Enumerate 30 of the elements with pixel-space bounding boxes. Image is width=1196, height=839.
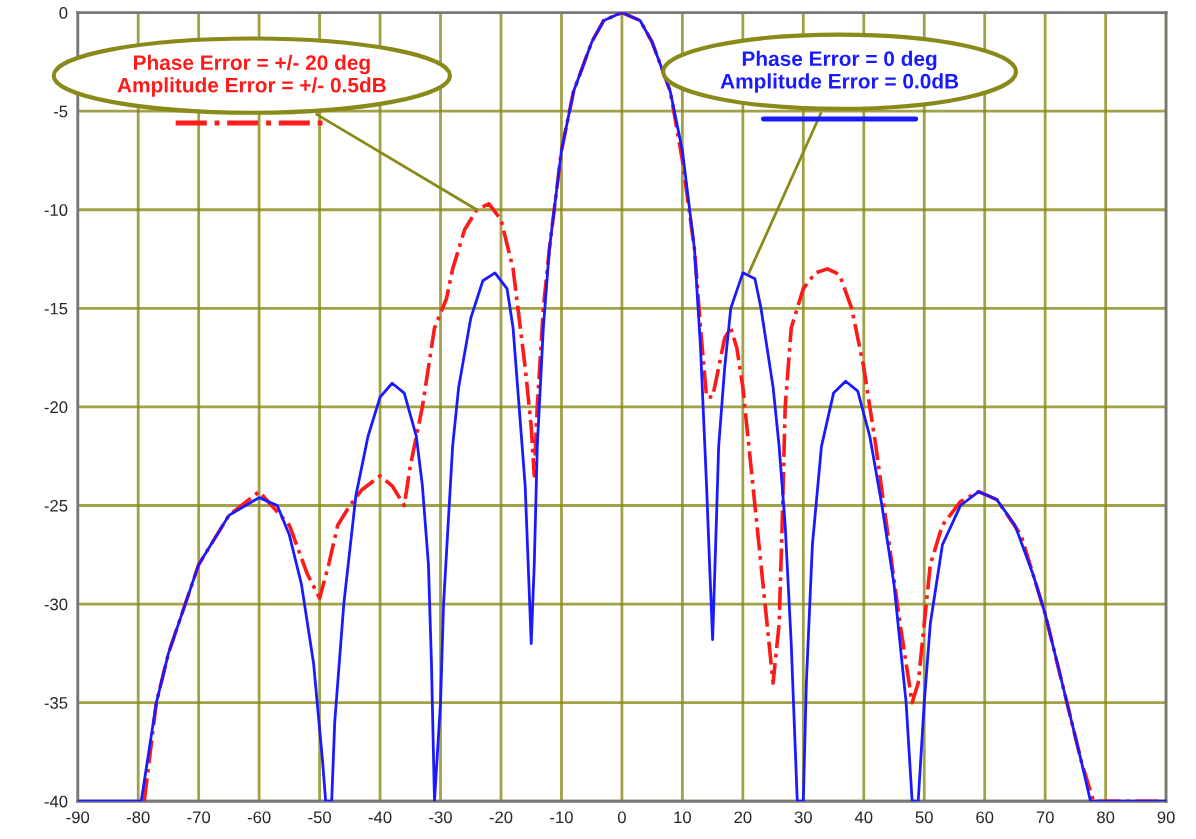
x-tick-label: 70 — [1036, 811, 1054, 824]
x-tick-label: 0 — [617, 811, 626, 824]
x-tick-label: 80 — [1097, 811, 1115, 824]
y-tick-label: 0 — [59, 6, 68, 19]
x-tick-label: 60 — [976, 811, 994, 824]
x-tick-label: -60 — [247, 811, 271, 824]
x-tick-label: -70 — [187, 811, 211, 824]
x-tick-label: -80 — [126, 811, 150, 824]
annotation: Phase Error = +/- 20 deg Amplitude Error = +/- 0.5dB — [117, 54, 386, 97]
y-tick-label: -25 — [44, 499, 68, 512]
x-tick-label: 50 — [915, 811, 933, 824]
x-tick-label: 20 — [734, 811, 752, 824]
y-tick-label: -10 — [44, 204, 68, 216]
annotation: Phase Error = 0 deg Amplitude Error = 0.0dB — [720, 50, 959, 93]
x-tick-label: -20 — [489, 811, 513, 824]
x-tick-label: -40 — [368, 811, 392, 824]
y-tick-label: -20 — [44, 401, 68, 414]
y-tick-label: -15 — [44, 302, 68, 315]
x-tick-label: 10 — [674, 811, 691, 824]
x-tick-label: 30 — [794, 811, 812, 824]
x-tick-label: -10 — [550, 811, 573, 824]
x-tick-label: -90 — [66, 811, 90, 824]
y-tick-label: -35 — [44, 697, 68, 709]
x-tick-label: -50 — [308, 811, 331, 824]
y-tick-label: -5 — [53, 105, 68, 118]
x-tick-label: 90 — [1157, 811, 1175, 824]
x-tick-label: -30 — [429, 811, 452, 824]
y-tick-label: -40 — [44, 795, 68, 808]
y-tick-label: -30 — [44, 598, 68, 611]
x-tick-label: 40 — [854, 811, 873, 824]
